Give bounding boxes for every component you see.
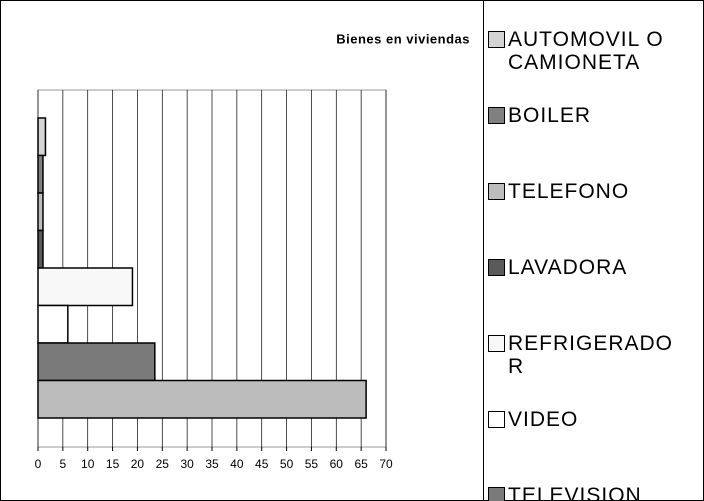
- bar: [37, 154, 44, 194]
- x-tick-label: 70: [379, 457, 393, 471]
- legend-swatch: [488, 107, 505, 124]
- legend-entry: LAVADORA: [488, 256, 684, 279]
- legend-label: LAVADORA: [508, 256, 628, 279]
- legend-swatch: [488, 259, 505, 276]
- legend-label: TELEFONO: [508, 180, 630, 203]
- x-tick-label: 25: [156, 457, 170, 471]
- legend-swatch: [488, 31, 505, 48]
- bar: [37, 304, 69, 344]
- legend-entry: TELEVISION: [488, 484, 684, 501]
- x-tick-label: 20: [131, 457, 145, 471]
- bar: [37, 267, 134, 307]
- legend-swatch: [488, 335, 505, 352]
- x-tick-label: 60: [330, 457, 344, 471]
- legend-entry: BOILER: [488, 104, 684, 127]
- x-tick-label: 5: [60, 457, 67, 471]
- x-tick-label: 65: [354, 457, 368, 471]
- legend-label: BOILER: [508, 104, 592, 127]
- legend-entry: REFRIGERADOR: [488, 332, 684, 378]
- legend-label: VIDEO: [508, 408, 579, 431]
- legend-label: AUTOMOVIL O CAMIONETA: [508, 28, 664, 74]
- bar: [37, 117, 47, 157]
- legend-entry: TELEFONO: [488, 180, 684, 203]
- x-tick-label: 0: [35, 457, 42, 471]
- bar: [37, 342, 156, 382]
- legend-label: TELEVISION: [508, 484, 642, 501]
- legend-entry: AUTOMOVIL O CAMIONETA: [488, 28, 684, 74]
- x-tick-label: 40: [230, 457, 244, 471]
- x-tick-label: 30: [180, 457, 194, 471]
- x-tick-label: 35: [205, 457, 219, 471]
- x-tick-label: 45: [255, 457, 269, 471]
- legend-swatch: [488, 411, 505, 428]
- legend-swatch: [488, 487, 505, 501]
- legend-entry: VIDEO: [488, 408, 684, 431]
- x-tick-label: 55: [305, 457, 319, 471]
- x-tick-label: 50: [280, 457, 294, 471]
- bar: [37, 229, 44, 269]
- chart-title: Bienes en viviendas: [336, 31, 470, 46]
- x-tick-label: 10: [81, 457, 95, 471]
- x-tick-label: 15: [106, 457, 120, 471]
- legend-swatch: [488, 183, 505, 200]
- bar: [37, 192, 44, 232]
- legend-label: REFRIGERADOR: [508, 332, 674, 378]
- bar: [37, 379, 367, 419]
